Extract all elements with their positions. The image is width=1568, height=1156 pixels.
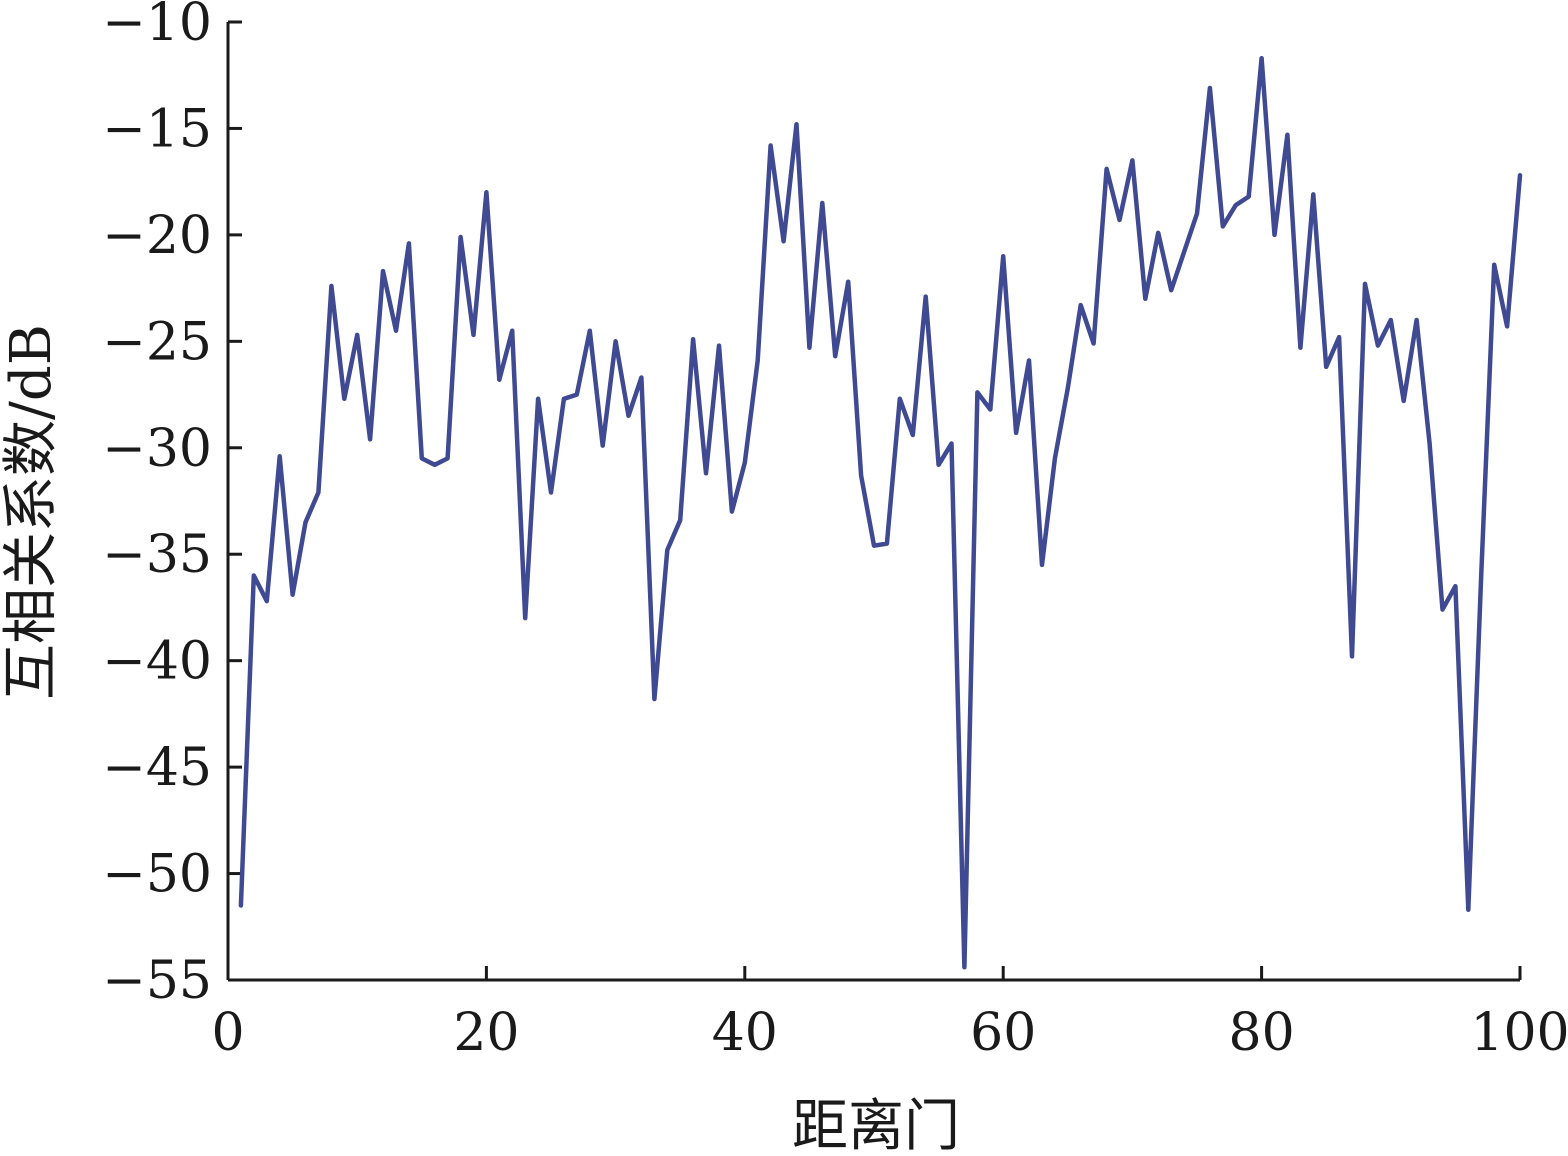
series-line	[238, 55, 1523, 970]
y-tick-label: −35	[102, 525, 212, 585]
x-tick-label: 20	[453, 1003, 519, 1063]
y-tick-label: −10	[102, 0, 212, 53]
y-axis-title: 互相关系数/dB	[0, 324, 64, 700]
x-axis: 0 20 40 60 80 100	[211, 966, 1568, 1063]
series-group	[238, 55, 1523, 970]
y-tick-label: −30	[102, 419, 212, 479]
y-tick-label: −50	[102, 845, 212, 905]
x-tick-label: 80	[1229, 1003, 1295, 1063]
x-tick-label: 0	[211, 1003, 244, 1063]
y-axis: −10 −15 −20 −25 −30 −35 −40 −45 −50 −55	[102, 0, 242, 1011]
x-axis-title: 距离门	[792, 1094, 960, 1156]
y-tick-label: −20	[102, 206, 212, 266]
y-tick-label: −15	[102, 99, 212, 159]
x-tick-label: 40	[712, 1003, 778, 1063]
x-tick-label: 60	[970, 1003, 1036, 1063]
y-tick-label: −25	[102, 312, 212, 372]
y-tick-label: −55	[102, 951, 212, 1011]
y-tick-label: −45	[102, 738, 212, 798]
y-tick-label: −40	[102, 632, 212, 692]
x-tick-label: 100	[1470, 1003, 1568, 1063]
